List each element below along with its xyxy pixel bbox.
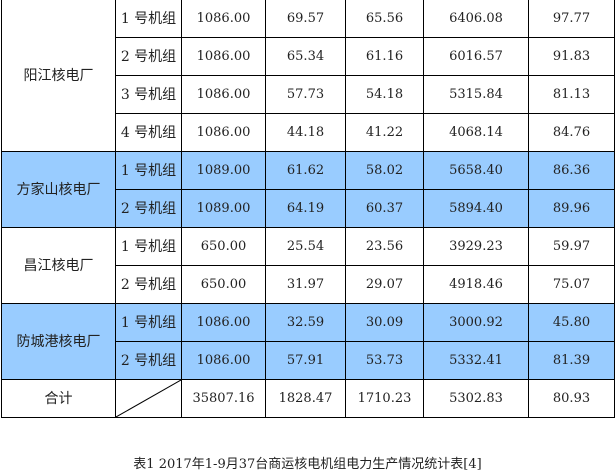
table-row: 4 号机组 1086.00 44.18 41.22 4068.14 84.76 bbox=[2, 113, 615, 152]
total-v2: 1710.23 bbox=[345, 379, 424, 418]
cell-v2: 30.09 bbox=[345, 303, 424, 342]
cell-v1: 32.59 bbox=[265, 303, 346, 342]
cell-v2: 65.56 bbox=[345, 0, 424, 38]
cell-v2: 60.37 bbox=[345, 189, 424, 228]
table-row: 2 号机组 650.00 31.97 29.07 4918.46 75.07 bbox=[2, 265, 615, 304]
nuclear-production-table: 阳江核电厂 1 号机组 1086.00 69.57 65.56 6406.08 97.77 2… bbox=[1, 0, 615, 418]
total-capacity: 35807.16 bbox=[181, 379, 266, 418]
total-hours: 5302.83 bbox=[423, 379, 529, 418]
cell-v1: 65.34 bbox=[265, 37, 346, 76]
cell-hours: 5658.40 bbox=[423, 151, 529, 190]
cell-v1: 57.91 bbox=[265, 341, 346, 380]
cell-capacity: 1089.00 bbox=[181, 189, 266, 228]
cell-capacity: 1086.00 bbox=[181, 0, 266, 38]
cell-hours: 4918.46 bbox=[423, 265, 529, 304]
cell-capacity: 1089.00 bbox=[181, 151, 266, 190]
total-label: 合计 bbox=[1, 379, 116, 418]
cell-v1: 57.73 bbox=[265, 75, 346, 114]
cell-unit: 2 号机组 bbox=[115, 37, 182, 76]
cell-hours: 5894.40 bbox=[423, 189, 529, 228]
cell-unit: 2 号机组 bbox=[115, 265, 182, 304]
cell-capacity: 1086.00 bbox=[181, 113, 266, 152]
cell-capacity: 1086.00 bbox=[181, 37, 266, 76]
cell-v2: 54.18 bbox=[345, 75, 424, 114]
table-row: 阳江核电厂 1 号机组 1086.00 69.57 65.56 6406.08 97.77 bbox=[1, 0, 615, 152]
table-row: 2 号机组 1089.00 64.19 60.37 5894.40 89.96 bbox=[2, 189, 615, 228]
cell-capacity: 650.00 bbox=[181, 227, 266, 266]
cell-hours: 4068.14 bbox=[423, 113, 529, 152]
diagonal-empty-cell bbox=[115, 379, 182, 418]
cell-unit: 1 号机组 bbox=[115, 151, 182, 190]
cell-v2: 58.02 bbox=[345, 151, 424, 190]
cell-rate: 75.07 bbox=[528, 265, 615, 304]
cell-v1: 64.19 bbox=[265, 189, 346, 228]
table-row: 2 号机组 1086.00 57.91 53.73 5332.41 81.39 bbox=[2, 341, 615, 380]
total-row: 合计 35807.16 1828.47 1710.23 5302.83 80.93 bbox=[1, 379, 615, 418]
table-row: 方家山核电厂 1 号机组 1089.00 61.62 58.02 5658.40 86.36 bbox=[1, 151, 615, 228]
cell-rate: 86.36 bbox=[528, 151, 615, 190]
cell-v1: 31.97 bbox=[265, 265, 346, 304]
cell-unit: 1 号机组 bbox=[115, 227, 182, 266]
cell-v2: 53.73 bbox=[345, 341, 424, 380]
cell-unit: 2 号机组 bbox=[115, 189, 182, 228]
cell-rate: 81.13 bbox=[528, 75, 615, 114]
cell-hours: 5315.84 bbox=[423, 75, 529, 114]
cell-v2: 23.56 bbox=[345, 227, 424, 266]
cell-rate: 89.96 bbox=[528, 189, 615, 228]
cell-rate: 59.97 bbox=[528, 227, 615, 266]
cell-v1: 44.18 bbox=[265, 113, 346, 152]
cell-rate: 97.77 bbox=[528, 0, 615, 38]
table-caption: 表1 2017年1-9月37台商运核电机组电力生产情况统计表[4] bbox=[133, 457, 482, 472]
cell-unit: 3 号机组 bbox=[115, 75, 182, 114]
table-row: 防城港核电厂 1 号机组 1086.00 32.59 30.09 3000.92 45.80 bbox=[1, 303, 615, 380]
plant-name: 昌江核电厂 bbox=[1, 227, 116, 304]
cell-rate: 81.39 bbox=[528, 341, 615, 380]
cell-unit: 1 号机组 bbox=[115, 303, 182, 342]
cell-unit: 2 号机组 bbox=[115, 341, 182, 380]
cell-v1: 69.57 bbox=[265, 0, 346, 38]
cell-rate: 84.76 bbox=[528, 113, 615, 152]
cell-hours: 5332.41 bbox=[423, 341, 529, 380]
cell-unit: 1 号机组 bbox=[115, 0, 182, 38]
total-rate: 80.93 bbox=[528, 379, 615, 418]
cell-rate: 91.83 bbox=[528, 37, 615, 76]
table-row: 昌江核电厂 1 号机组 650.00 25.54 23.56 3929.23 59.97 bbox=[1, 227, 615, 304]
cell-capacity: 650.00 bbox=[181, 265, 266, 304]
cell-v2: 41.22 bbox=[345, 113, 424, 152]
plant-name: 防城港核电厂 bbox=[1, 303, 116, 380]
plant-name: 阳江核电厂 bbox=[1, 0, 116, 152]
cell-hours: 3000.92 bbox=[423, 303, 529, 342]
diagonal-line bbox=[116, 380, 181, 417]
cell-hours: 6406.08 bbox=[423, 0, 529, 38]
total-v1: 1828.47 bbox=[265, 379, 346, 418]
cell-capacity: 1086.00 bbox=[181, 303, 266, 342]
cell-v1: 61.62 bbox=[265, 151, 346, 190]
cell-capacity: 1086.00 bbox=[181, 75, 266, 114]
cell-unit: 4 号机组 bbox=[115, 113, 182, 152]
table-body: 阳江核电厂 1 号机组 1086.00 69.57 65.56 6406.08 97.77 2… bbox=[1, 0, 615, 418]
cell-rate: 45.80 bbox=[528, 303, 615, 342]
cell-v2: 61.16 bbox=[345, 37, 424, 76]
cell-hours: 6016.57 bbox=[423, 37, 529, 76]
cell-capacity: 1086.00 bbox=[181, 341, 266, 380]
table-row: 3 号机组 1086.00 57.73 54.18 5315.84 81.13 bbox=[2, 75, 615, 114]
cell-v2: 29.07 bbox=[345, 265, 424, 304]
plant-name: 方家山核电厂 bbox=[1, 151, 116, 228]
table-row: 2 号机组 1086.00 65.34 61.16 6016.57 91.83 bbox=[2, 37, 615, 76]
cell-hours: 3929.23 bbox=[423, 227, 529, 266]
cell-v1: 25.54 bbox=[265, 227, 346, 266]
